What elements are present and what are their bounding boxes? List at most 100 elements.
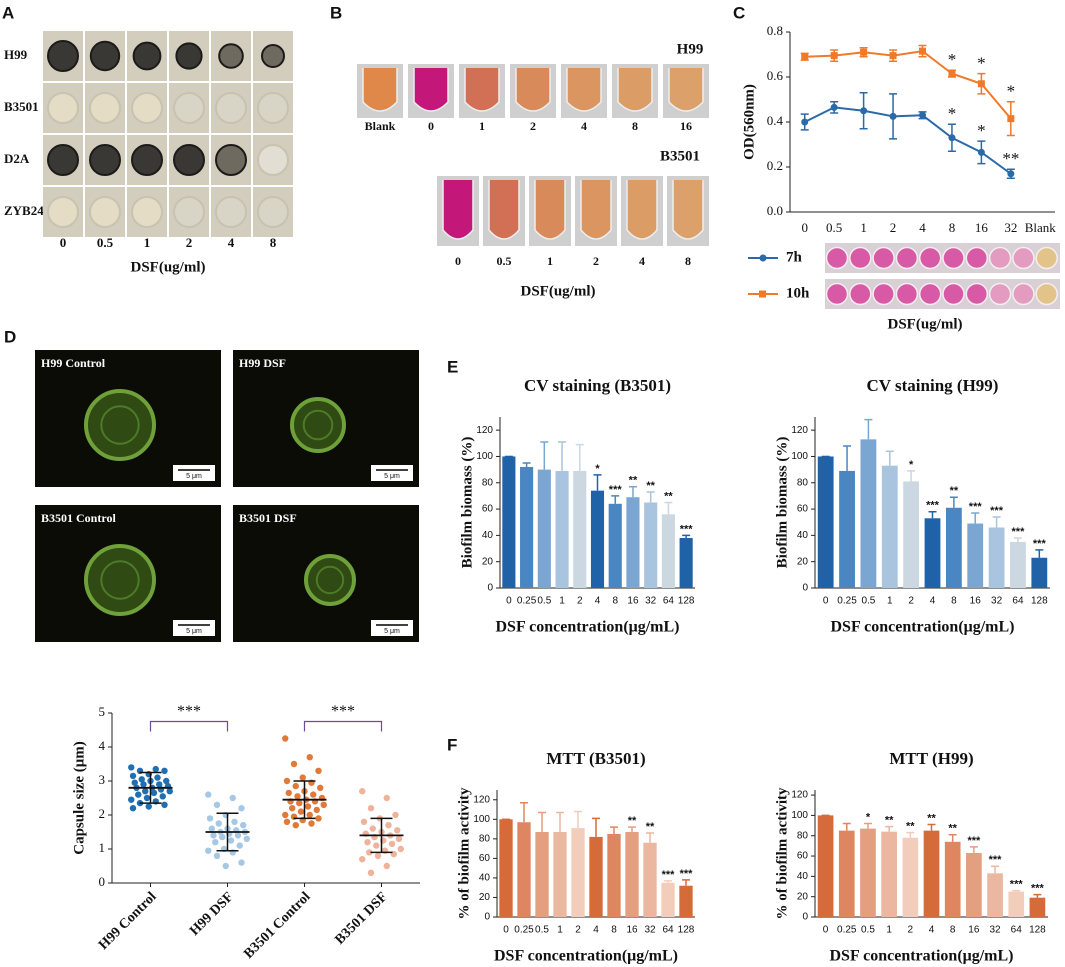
error-bar <box>927 823 936 831</box>
error-bar <box>520 801 528 823</box>
significance: *** <box>680 868 694 880</box>
bar <box>644 502 658 588</box>
data-point <box>294 793 301 800</box>
x-axis-label: DSF(ug/ml) <box>131 259 206 275</box>
error-bar <box>628 826 636 833</box>
data-point <box>143 794 151 802</box>
scale-bar-label: 5 μm <box>384 473 400 480</box>
y-tick-label: 5 <box>99 704 106 719</box>
x-tick-label: 2 <box>908 925 914 936</box>
data-point <box>135 791 142 798</box>
scale-bar-box <box>173 620 215 636</box>
x-tick-label: 1 <box>860 220 867 235</box>
significance: *** <box>609 484 623 496</box>
x-tick-label: 0 <box>823 596 829 607</box>
colony <box>257 196 289 228</box>
x-tick-label: 32 <box>989 925 1001 936</box>
x-tick-label: Blank <box>1025 220 1057 235</box>
legend-marker <box>759 254 767 262</box>
tube-label: 2 <box>530 119 536 133</box>
y-axis-label: OD(560nm) <box>741 84 757 160</box>
data-point <box>159 793 166 800</box>
data-point <box>128 796 135 803</box>
bar <box>924 518 941 588</box>
colony <box>47 196 79 228</box>
error-bar <box>1033 893 1042 898</box>
colony <box>173 196 205 228</box>
colony <box>131 196 163 228</box>
x-tick-label: 32 <box>1004 220 1017 235</box>
well <box>988 246 1012 270</box>
bar <box>537 469 551 588</box>
data-point <box>395 835 403 842</box>
data-point <box>367 869 375 876</box>
tube <box>442 180 474 240</box>
x-tick-label: 8 <box>949 220 956 235</box>
tube-label: 1 <box>479 119 485 133</box>
point <box>1007 170 1015 178</box>
row-label: D2A <box>4 151 30 166</box>
sd-bar <box>139 771 162 804</box>
bar <box>838 830 855 917</box>
significance: *** <box>680 523 694 535</box>
significance: *** <box>177 703 201 720</box>
x-tick-label: 16 <box>626 925 638 936</box>
x-tick-label: 32 <box>991 596 1003 607</box>
data-point <box>394 827 401 834</box>
x-tick-label: 0 <box>506 596 512 607</box>
panel-label: B <box>330 3 342 22</box>
y-tick-label: 20 <box>482 556 494 567</box>
y-tick-label: 120 <box>791 425 808 436</box>
bar <box>661 882 675 917</box>
data-point <box>283 818 291 825</box>
tube-label: 2 <box>593 254 599 268</box>
error-bar <box>969 846 978 853</box>
x-tick-label: 0.5 <box>535 925 549 936</box>
error-bar <box>575 443 584 471</box>
x-tick-label: 16 <box>975 220 989 235</box>
x-tick-label: 2 <box>577 596 583 607</box>
bar <box>1031 557 1048 588</box>
error-bar <box>1035 549 1044 558</box>
y-tick-label: 100 <box>791 451 808 462</box>
row-label: ZYB24 <box>4 203 44 218</box>
well <box>872 246 895 270</box>
well <box>895 246 919 270</box>
data-point <box>320 801 327 808</box>
col-label: 1 <box>144 235 151 250</box>
significance: * <box>948 50 957 69</box>
tube <box>626 180 658 240</box>
error-bar <box>885 450 894 466</box>
significance: *** <box>1010 878 1024 890</box>
significance: *** <box>989 854 1003 866</box>
colony <box>215 92 247 124</box>
point <box>919 111 926 119</box>
error-bar <box>991 865 1000 874</box>
bar <box>502 456 516 588</box>
well <box>965 246 989 270</box>
data-point <box>128 764 135 771</box>
chart-title: MTT (H99) <box>889 749 973 768</box>
point <box>860 107 868 115</box>
well <box>895 282 919 306</box>
bar <box>881 831 897 917</box>
significance: *** <box>662 869 676 881</box>
data-point <box>306 811 313 819</box>
error-bar <box>592 817 600 837</box>
bar <box>590 490 605 588</box>
y-tick-label: 40 <box>482 530 494 541</box>
data-point <box>373 842 380 849</box>
colony <box>257 92 289 124</box>
colony <box>131 92 163 124</box>
error-bar <box>664 880 672 883</box>
significance: * <box>948 104 957 123</box>
point <box>889 112 897 120</box>
tube-label: 4 <box>639 254 645 268</box>
cell-capsule <box>84 389 156 461</box>
y-tick-label: 0.2 <box>767 158 783 173</box>
significance: *** <box>969 501 983 513</box>
scale-bar-box <box>173 465 215 481</box>
data-point <box>283 777 291 785</box>
data-point <box>290 760 298 768</box>
data-point <box>308 820 315 827</box>
